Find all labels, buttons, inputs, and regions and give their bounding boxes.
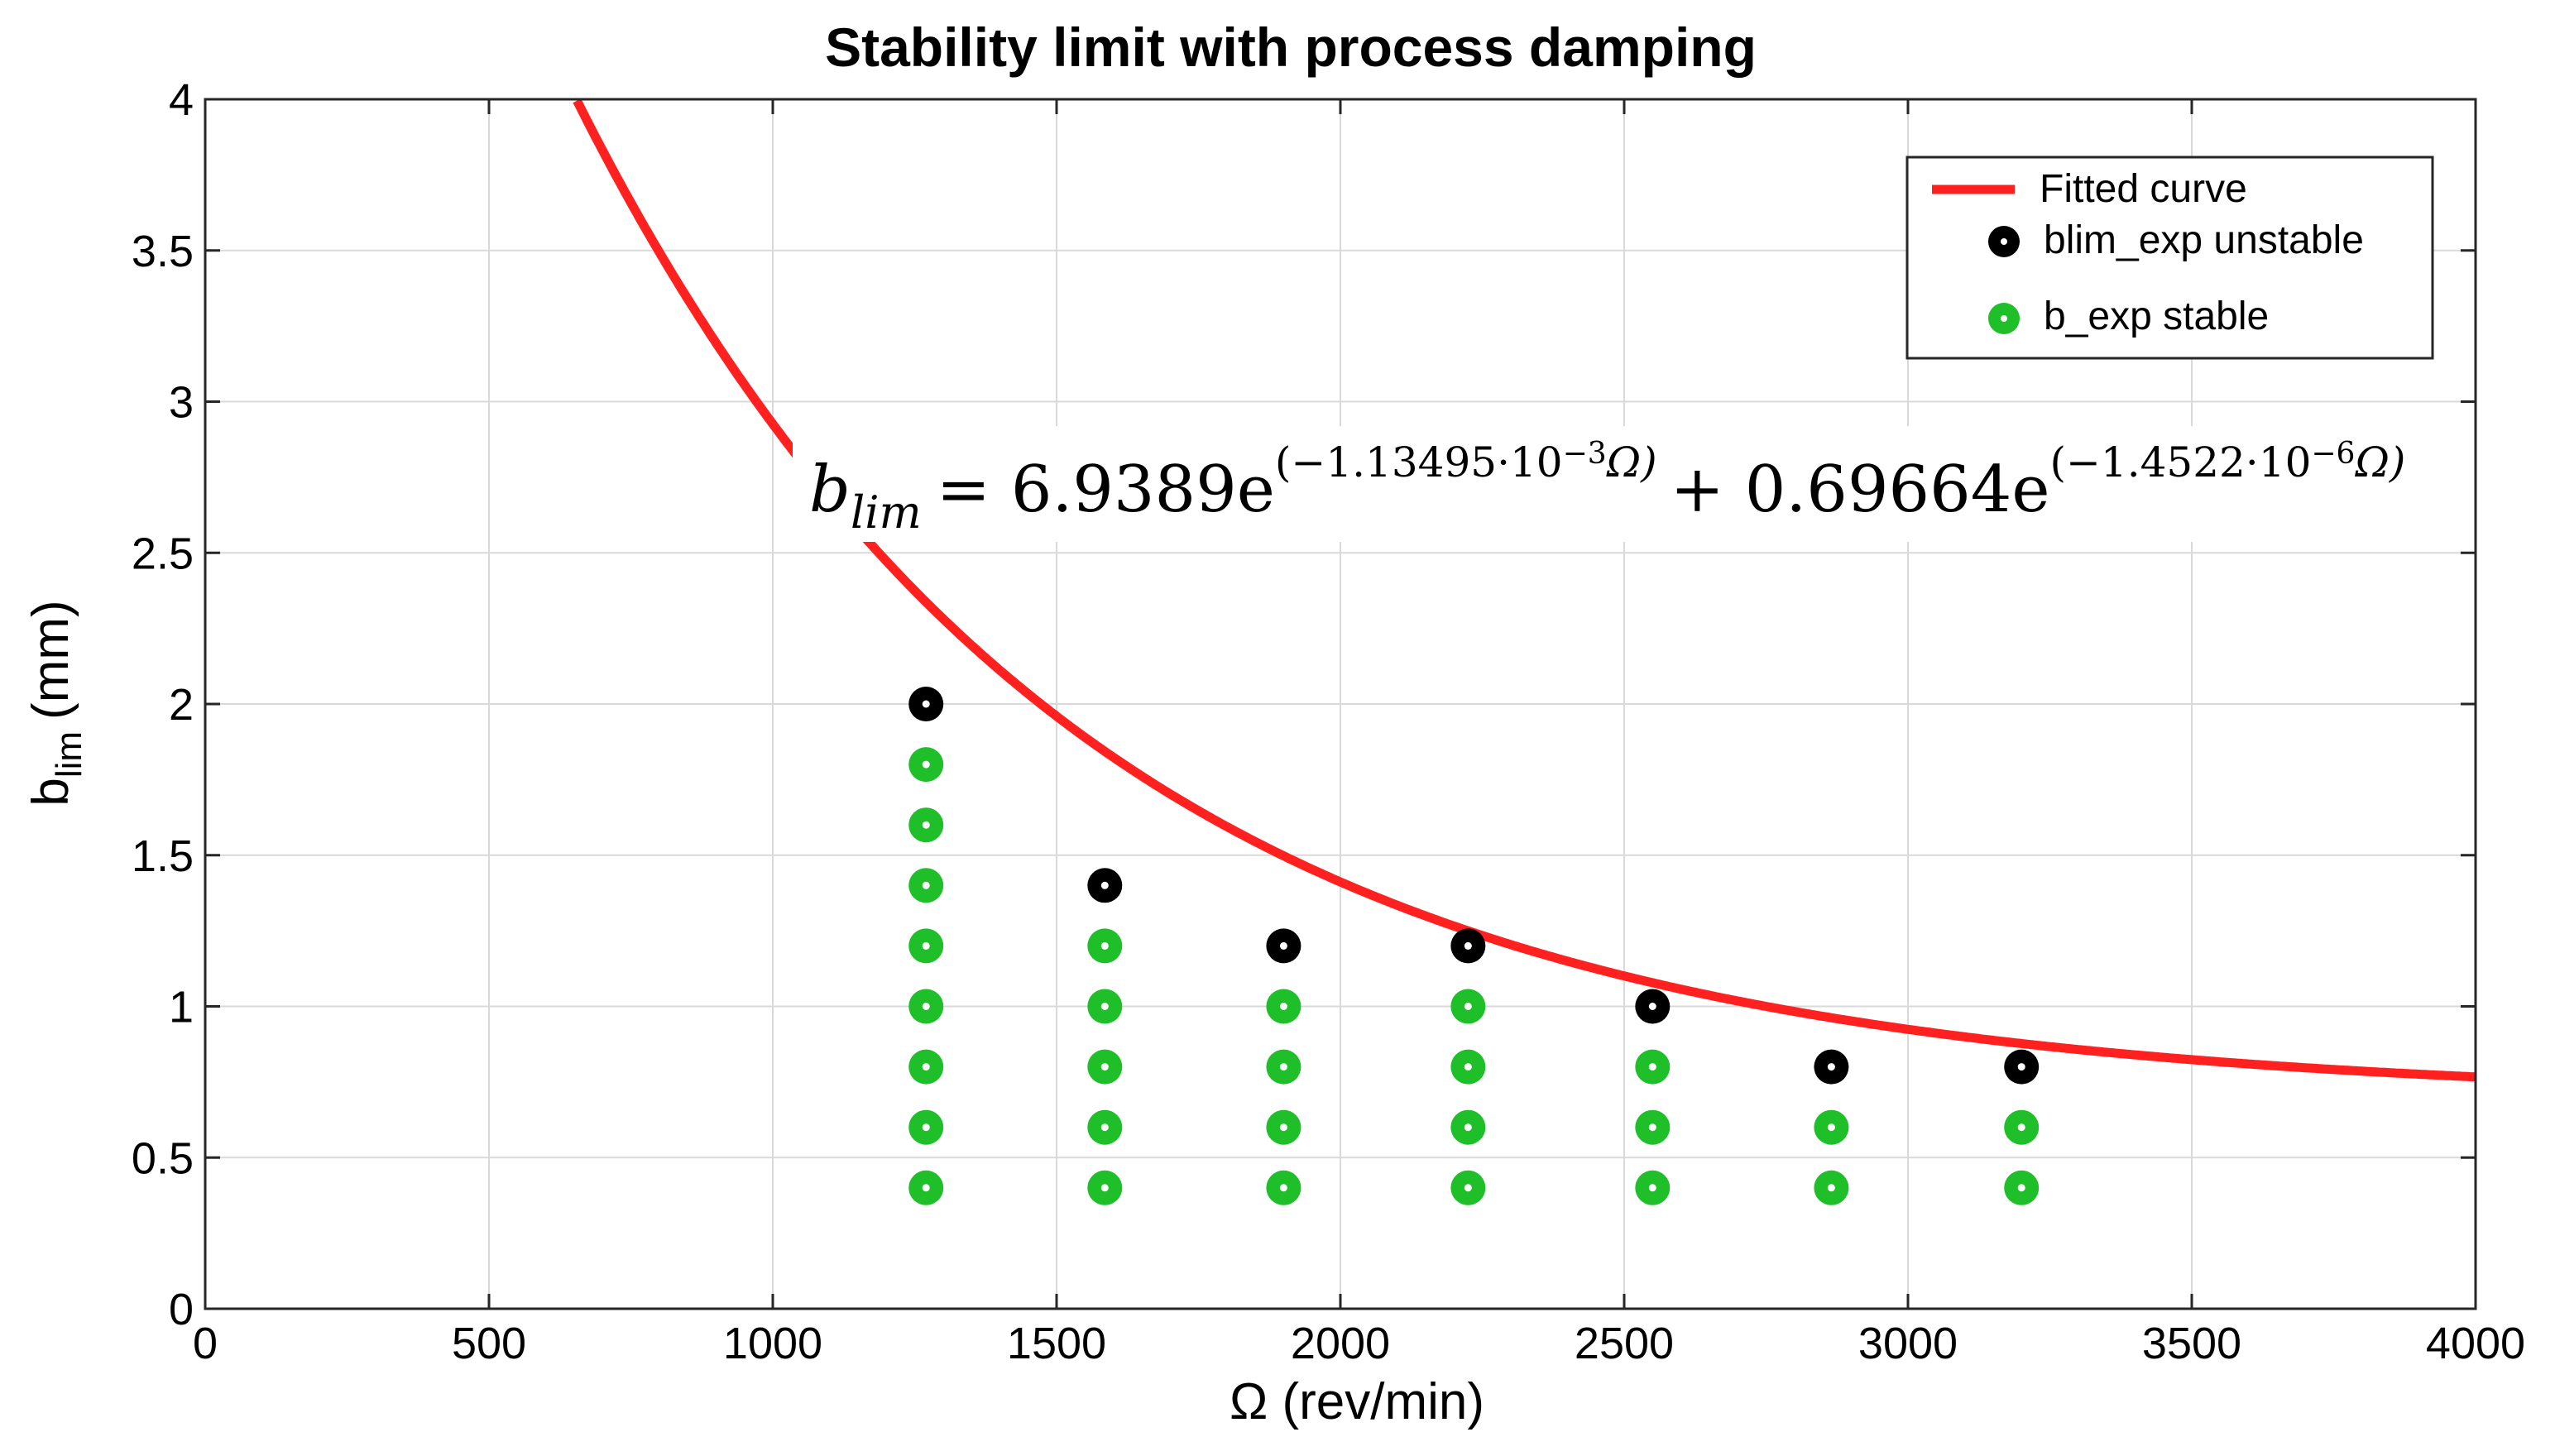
stable-point [1266,1170,1301,1205]
legend-curve-label: Fitted curve [2040,167,2247,211]
y-label-unit: (mm) [22,600,79,720]
y-tick-labels: 0 0.5 1 1.5 2 2.5 3 3.5 4 [132,75,194,1334]
unstable-point [908,687,944,721]
x-axis-label: Ω (rev/min) [1230,1373,1484,1430]
stable-point [1087,1049,1123,1085]
y-tick-label: 2 [169,680,194,730]
y-tick-label: 4 [169,75,194,125]
unstable-point [1450,928,1486,964]
x-tick-label: 1500 [1007,1319,1106,1368]
y-label-sub: lim [49,731,89,778]
x-tick-label: 4000 [2426,1319,2525,1368]
y-tick-label: 0.5 [132,1133,194,1183]
y-tick-label: 0 [169,1285,194,1334]
legend-unstable-label: blim_exp unstable [2044,218,2364,262]
stable-point [1450,1049,1486,1085]
x-tick-label: 2000 [1291,1319,1390,1368]
y-tick-label: 3.5 [132,227,194,276]
legend: Fitted curve blim_exp unstable b_exp sta… [1905,156,2434,360]
stable-point [1266,989,1301,1024]
stable-point [908,747,944,783]
svg-text:blim= 6.9389e(−1.13495·10−3Ω)+: blim = 6.9389e(−1.13495·10−3Ω) + 0.69664e(… [809,437,2405,539]
x-tick-labels: 0 500 1000 1500 2000 2500 3000 3500 4000 [193,1319,2525,1368]
stable-point [2004,1170,2040,1205]
x-tick-label: 2500 [1575,1319,1674,1368]
stable-point [1087,928,1123,964]
legend-stable-label: b_exp stable [2044,295,2269,338]
unstable-point [1266,928,1301,964]
stable-point [1266,1049,1301,1085]
eq-lhs-sub: lim [851,486,922,539]
eq-lhs: b [809,453,851,527]
unstable-point [1635,989,1671,1024]
stable-point [1635,1170,1671,1205]
stable-point [1087,1170,1123,1205]
y-tick-label: 1.5 [132,831,194,881]
eq-exp2-pow: −6 [2311,437,2355,471]
eq-exp2: (−1.4522·10 [2050,438,2312,486]
fitted-curve-line [573,98,2478,1082]
axis-ticks [204,98,2477,1310]
svg-text:blim(mm): blim (mm) [22,600,89,806]
y-tick-label: 3 [169,378,194,428]
stable-point [1087,989,1123,1024]
stable-point [908,989,944,1024]
x-tick-label: 0 [193,1319,218,1368]
stable-point [1266,1109,1301,1145]
x-tick-label: 1000 [723,1319,822,1368]
stable-point [908,1049,944,1085]
stable-point [908,1170,944,1205]
chart-title: Stability limit with process damping [825,17,1757,78]
stable-point [1814,1109,1849,1145]
stable-point [1450,1109,1486,1145]
unstable-point [1087,868,1123,903]
stable-point [1814,1170,1849,1205]
eq-coef1: = 6.9389e [937,453,1275,527]
x-tick-label: 500 [452,1319,526,1368]
equation-annotation: blim = 6.9389e(−1.13495·10−3Ω) + 0.69664e(… [793,426,2464,542]
eq-exp1-tail: Ω) [1606,438,1657,486]
eq-exp1-pow: −3 [1563,437,1607,471]
stable-point [908,1109,944,1145]
stable-point [1635,1109,1671,1145]
y-tick-label: 2.5 [132,529,194,578]
y-tick-label: 1 [169,983,194,1032]
data-points-layer [908,687,2040,1205]
stable-point [908,868,944,903]
unstable-point [1814,1049,1849,1085]
stable-point [2004,1109,2040,1145]
eq-exp2-tail: Ω) [2354,438,2405,486]
stable-point [1450,1170,1486,1205]
y-label-main: b [22,778,79,806]
stable-point [1635,1049,1671,1085]
x-tick-label: 3500 [2142,1319,2241,1368]
eq-coef2: + 0.69664e [1671,453,2050,527]
stable-point [908,807,944,843]
fitted-curve-layer [573,98,2478,1082]
unstable-point [2004,1049,2040,1085]
stable-point [1450,989,1486,1024]
stable-point [908,928,944,964]
stable-point [1087,1109,1123,1145]
y-axis-label: blim (mm) [22,600,89,806]
eq-exp1: (−1.13495·10 [1275,438,1563,486]
x-tick-label: 3000 [1858,1319,1958,1368]
